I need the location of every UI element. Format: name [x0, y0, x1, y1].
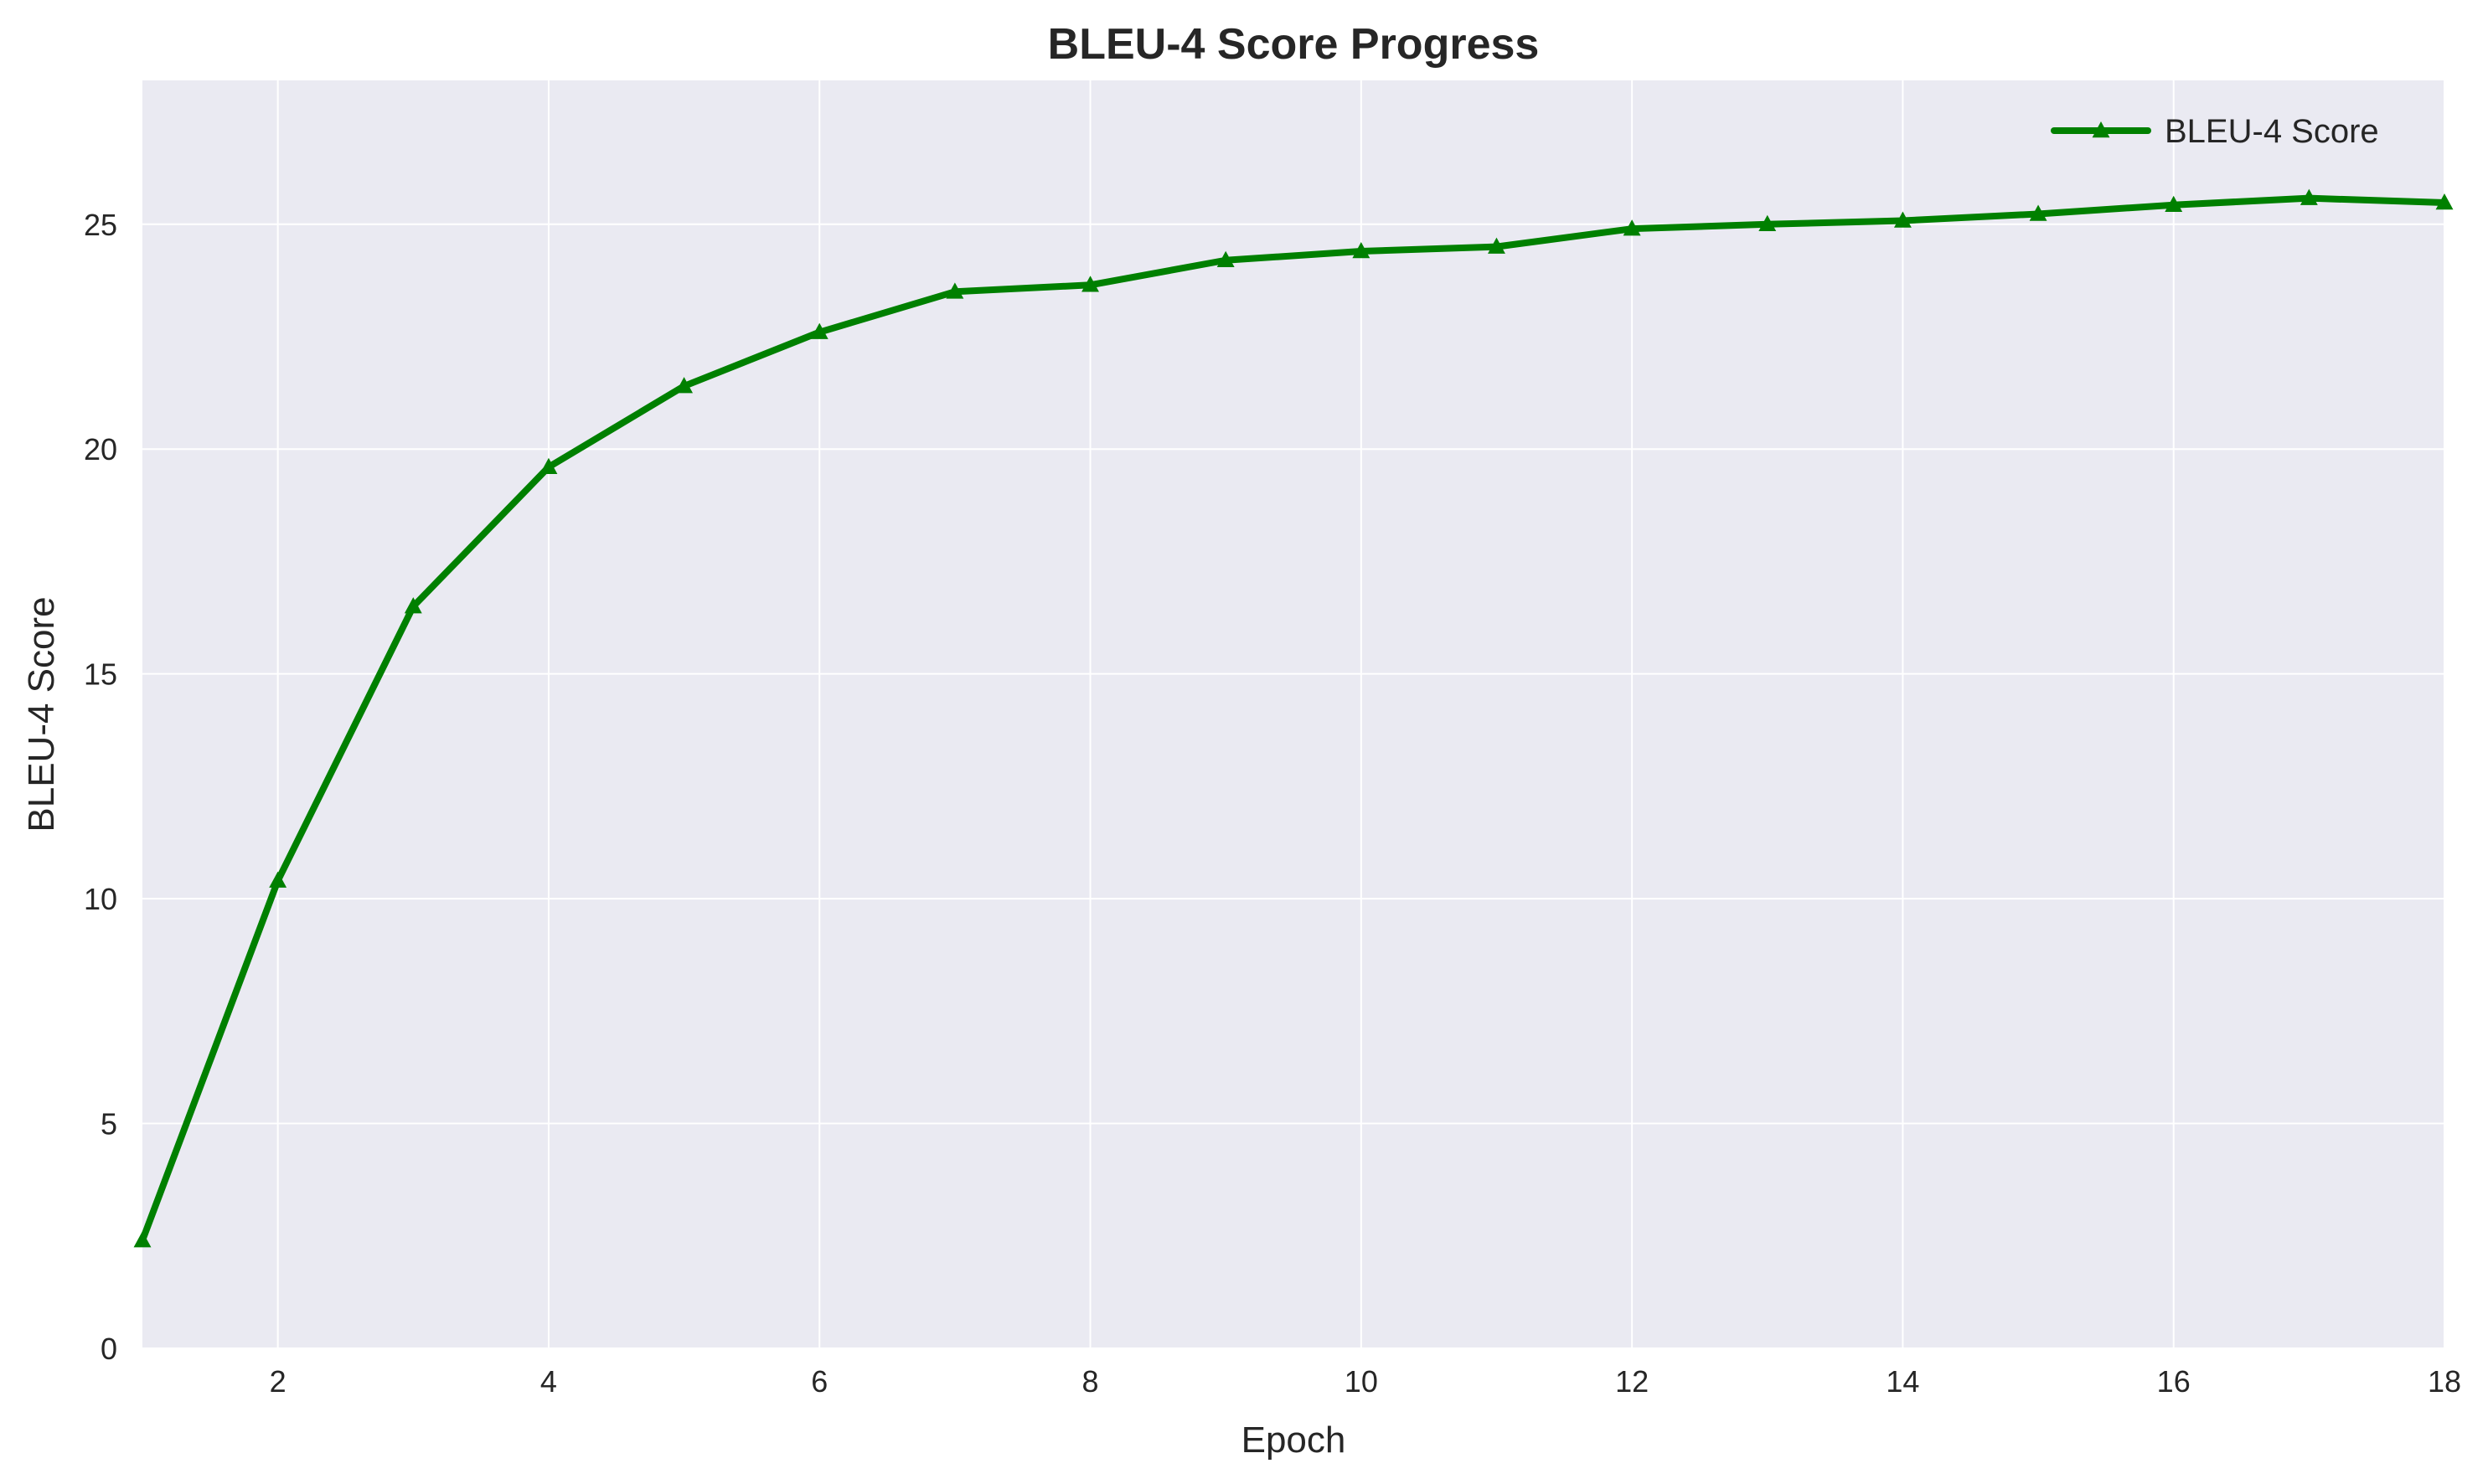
x-tick-label: 6 [811, 1364, 828, 1399]
data-point [675, 377, 694, 394]
x-tick-label: 10 [1345, 1364, 1378, 1399]
data-point [539, 457, 558, 474]
legend-marker-triangle [2092, 121, 2110, 138]
data-point [269, 871, 287, 888]
chart-title: BLEU-4 Score Progress [1048, 20, 1540, 69]
data-point [133, 1231, 152, 1248]
y-axis-label: BLEU-4 Score [21, 596, 62, 832]
data-point [1081, 276, 1099, 292]
x-tick-label: 14 [1886, 1364, 1919, 1399]
data-point [1352, 242, 1370, 259]
data-point [2435, 193, 2454, 210]
legend: BLEU-4 Score [2051, 113, 2379, 150]
legend-label: BLEU-4 Score [2165, 113, 2379, 150]
data-point [404, 597, 422, 614]
x-tick-label: 8 [1082, 1364, 1099, 1399]
y-tick-label: 20 [84, 432, 117, 466]
x-tick-label: 12 [1615, 1364, 1649, 1399]
y-tick-labels: 0 5 10 15 20 25 [84, 208, 117, 1366]
grid-lines [142, 80, 2445, 1349]
y-tick-label: 15 [84, 657, 117, 692]
x-axis-label: Epoch [1241, 1420, 1346, 1461]
plot-area [142, 80, 2444, 1348]
series-layer [133, 188, 2454, 1248]
data-point [946, 282, 964, 299]
y-tick-label: 5 [101, 1107, 117, 1141]
y-tick-label: 0 [101, 1332, 117, 1366]
data-point [1488, 237, 1505, 254]
y-tick-label: 10 [84, 882, 117, 916]
x-tick-label: 4 [540, 1364, 557, 1399]
data-point [2300, 188, 2318, 205]
data-point [2029, 204, 2047, 221]
x-tick-labels: 2 4 6 8 10 12 14 16 18 [270, 1364, 2461, 1399]
series-line [139, 194, 2448, 1244]
x-tick-label: 16 [2157, 1364, 2191, 1399]
data-point [1216, 250, 1235, 268]
data-point [1893, 211, 1912, 228]
data-point [1758, 214, 1777, 232]
data-point [2165, 195, 2183, 212]
data-point [810, 322, 828, 339]
y-tick-label: 25 [84, 208, 117, 242]
data-point [1623, 219, 1641, 236]
x-tick-label: 18 [2428, 1364, 2461, 1399]
x-tick-label: 2 [270, 1364, 286, 1399]
